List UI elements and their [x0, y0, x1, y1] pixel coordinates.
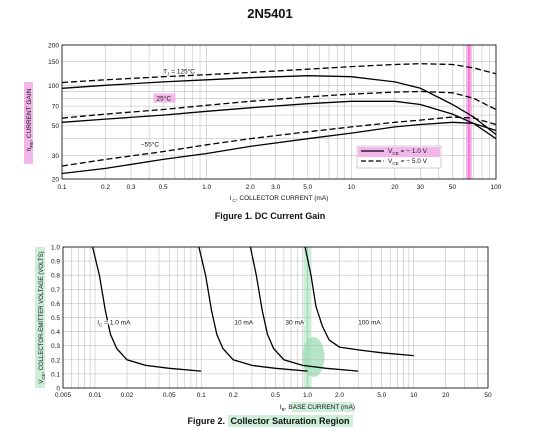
y-tick-label: 0.9: [51, 259, 60, 266]
part-number-title: 2N5401: [247, 6, 293, 21]
temp-label-minus55c: −55°C: [141, 140, 160, 148]
figure2-caption-title: Collector Saturation Region: [227, 415, 353, 427]
x-tick-label: 50: [449, 184, 457, 191]
y-tick-label: 70: [52, 104, 60, 111]
gain-curve-4: [61, 100, 497, 140]
temp-label-25c: 25°C: [156, 95, 171, 103]
x-tick-label: 0.1: [197, 392, 206, 399]
saturation-curve-2: [198, 246, 308, 372]
x-tick-label: 0.3: [127, 184, 136, 191]
y-tick-label: 100: [48, 83, 59, 90]
x-tick-label: 2.0: [246, 184, 255, 191]
figure2-caption-prefix: Figure 2.: [187, 416, 225, 426]
temp-label-25c-highlight: [153, 93, 176, 103]
x-tick-label: 5.0: [303, 184, 312, 191]
y-axis-label: VCE, COLLECTOR-EMITTER VOLTAGE (VOLTS): [39, 251, 46, 383]
y-tick-label: 150: [48, 59, 59, 66]
temp-label-125c: TJ = 125°C: [163, 67, 195, 76]
dc-current-gain-chart: 0.1 0.2 0.3 0.5 1.0 2.0 3.0 5.0 10 20 30 50 100 20 30 5…: [24, 43, 502, 203]
legend-label: VCE = − 5.0 V: [388, 158, 428, 166]
y-tick-label: 50: [52, 123, 60, 130]
ylabel-highlight: [24, 82, 33, 164]
legend: VCE = − 1.0 V VCE = − 5.0 V: [356, 145, 442, 169]
y-tick-label: 30: [52, 153, 60, 160]
curve-label: 30 mA: [285, 320, 304, 327]
y-tick-label: 0.8: [51, 273, 60, 280]
x-tick-label: 50: [484, 392, 492, 399]
x-tick-label: 0.2: [101, 184, 110, 191]
x-tick-label: 0.01: [89, 392, 102, 399]
x-tick-label: 10: [348, 184, 356, 191]
y-tick-label: 0.1: [51, 371, 60, 378]
figure1-caption: Figure 1. DC Current Gain: [0, 211, 540, 221]
legend-label: VCE = − 1.0 V: [388, 148, 428, 156]
x-tick-label: 2.0: [335, 392, 344, 399]
y-tick-label: 20: [52, 177, 60, 184]
plot-frame: [62, 246, 489, 389]
x-tick-label: 20: [391, 184, 399, 191]
curve-label: 10 mA: [234, 320, 253, 327]
x-tick-label: 0.2: [229, 392, 238, 399]
gain-curve-5: [61, 116, 497, 167]
x-axis-label: IB, BASE CURRENT (mA): [280, 404, 355, 412]
y-tick-label: 0.5: [51, 315, 60, 322]
y-tick-label: 200: [48, 43, 59, 50]
y-tick-label: 0.3: [51, 343, 60, 350]
x-tick-label: 1.0: [303, 392, 312, 399]
curve-label: IC = 1.0 mA: [97, 320, 131, 328]
saturation-curve-3: [249, 246, 359, 372]
x-tick-label: 30: [417, 184, 425, 191]
x-tick-label: 0.05: [163, 392, 176, 399]
x-tick-label: 0.005: [55, 392, 72, 399]
x-tick-label: 1.0: [202, 184, 211, 191]
y-axis-label: hFE, CURRENT GAIN: [26, 88, 34, 151]
ylabel-highlight: [35, 247, 45, 388]
y-tick-label: 0.4: [51, 329, 60, 336]
gain-curve-1: [61, 63, 497, 84]
y-tick-label: 0.2: [51, 357, 60, 364]
x-tick-label: 3.0: [271, 184, 280, 191]
x-tick-label: 0.5: [159, 184, 168, 191]
y-tick-label: 0.6: [51, 301, 60, 308]
legend-highlight: [358, 147, 440, 157]
collector-saturation-chart: 0.005 0.01 0.02 0.05 0.1 0.2 0.5 1.0 2.0 5.0 10 20 5…: [35, 245, 492, 412]
x-tick-label: 10: [410, 392, 418, 399]
x-tick-label: 0.1: [57, 184, 66, 191]
curve-label: 100 mA: [358, 320, 381, 327]
gain-curve-2: [61, 75, 497, 136]
figure1-caption-prefix: Figure 1.: [214, 211, 253, 221]
y-tick-label: 0: [56, 386, 60, 393]
gain-curve-3: [61, 90, 497, 119]
grid: [62, 246, 489, 389]
x-axis-label: I C, COLLECTOR CURRENT (mA): [230, 195, 329, 203]
xlabel-highlight: [291, 402, 354, 412]
saturation-curve-4: [304, 246, 414, 357]
gain-curve-6: [61, 121, 497, 175]
saturation-curve-1: [91, 246, 202, 372]
x-tick-label: 5.0: [377, 392, 386, 399]
x-tick-label: 20: [442, 392, 450, 399]
x-tick-label: 100: [491, 184, 502, 191]
figure2-caption: Figure 2. Collector Saturation Region: [0, 415, 540, 427]
figure1-caption-title: DC Current Gain: [254, 211, 326, 221]
plot-frame: [61, 44, 497, 180]
y-tick-label: 1.0: [51, 245, 60, 252]
y-tick-label: 0.7: [51, 287, 60, 294]
x-tick-label: 0.02: [121, 392, 134, 399]
x-tick-label: 0.5: [271, 392, 280, 399]
